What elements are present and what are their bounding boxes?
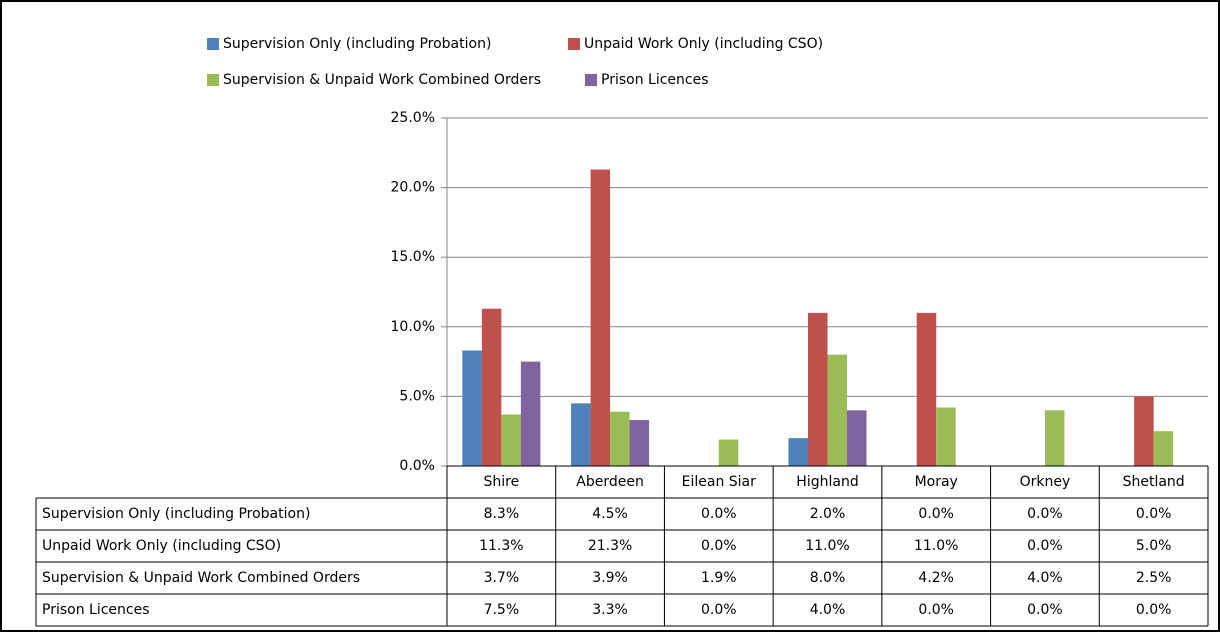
table-cell: 8.3% — [484, 506, 520, 522]
legend-swatch — [585, 74, 597, 86]
legend-swatch — [568, 38, 580, 50]
bar — [501, 414, 521, 466]
bar — [462, 350, 482, 466]
table-row-label: Unpaid Work Only (including CSO) — [42, 538, 281, 554]
table-cell: 4.0% — [1027, 570, 1063, 586]
table-cell: 2.0% — [810, 506, 846, 522]
table-cell: 5.0% — [1136, 538, 1172, 554]
x-tick-label: Orkney — [1020, 474, 1071, 490]
y-tick-label: 5.0% — [399, 388, 435, 404]
bar — [1153, 431, 1174, 466]
bar — [1044, 410, 1065, 466]
bar — [788, 438, 808, 466]
table-cell: 0.0% — [1136, 506, 1172, 522]
table-cell: 0.0% — [701, 602, 737, 618]
table-cell: 0.0% — [1136, 602, 1172, 618]
bar — [571, 403, 591, 466]
table-cell: 0.0% — [1027, 538, 1063, 554]
y-tick-label: 0.0% — [399, 458, 435, 474]
table-row-label: Supervision & Unpaid Work Combined Order… — [42, 570, 360, 586]
legend-label: Supervision Only (including Probation) — [223, 36, 491, 52]
table-cell: 0.0% — [701, 538, 737, 554]
legend-swatch — [207, 38, 219, 50]
table-cell: 4.2% — [918, 570, 954, 586]
bar — [1134, 396, 1154, 466]
x-tick-label: Shetland — [1123, 474, 1185, 490]
bar — [590, 169, 611, 466]
table-cell: 3.9% — [592, 570, 628, 586]
table-cell: 0.0% — [1027, 602, 1063, 618]
bar — [808, 312, 828, 466]
table-cell: 21.3% — [588, 538, 632, 554]
x-tick-label: Eilean Siar — [682, 474, 756, 490]
bar — [936, 407, 956, 466]
table-cell: 0.0% — [918, 602, 954, 618]
table-row-label: Supervision Only (including Probation) — [42, 506, 310, 522]
x-tick-label: Aberdeen — [576, 474, 644, 490]
table-cell: 0.0% — [701, 506, 737, 522]
bar — [916, 312, 937, 466]
legend-swatch — [207, 74, 219, 86]
y-tick-label: 10.0% — [391, 319, 435, 335]
table-cell: 11.0% — [914, 538, 958, 554]
bar — [847, 410, 867, 466]
table-cell: 8.0% — [810, 570, 846, 586]
x-tick-label: Moray — [915, 474, 958, 490]
legend-label: Prison Licences — [601, 72, 709, 88]
table-cell: 2.5% — [1136, 570, 1172, 586]
bar — [827, 354, 847, 466]
legend-label: Supervision & Unpaid Work Combined Order… — [223, 72, 541, 88]
table-cell: 11.0% — [805, 538, 849, 554]
bar — [481, 308, 502, 466]
table-row-label: Prison Licences — [42, 602, 150, 618]
table-cell: 4.0% — [810, 602, 846, 618]
bar — [520, 361, 541, 466]
table-cell: 3.7% — [484, 570, 520, 586]
y-tick-label: 25.0% — [391, 110, 435, 126]
table-cell: 0.0% — [1027, 506, 1063, 522]
table-cell: 0.0% — [918, 506, 954, 522]
table-cell: 3.3% — [592, 602, 628, 618]
bar — [718, 439, 739, 466]
legend-label: Unpaid Work Only (including CSO) — [584, 36, 823, 52]
table-cell: 7.5% — [484, 602, 520, 618]
bar — [629, 420, 650, 466]
x-tick-label: Shire — [483, 474, 519, 490]
x-tick-label: Highland — [796, 474, 858, 490]
y-tick-label: 20.0% — [391, 180, 435, 196]
table-cell: 1.9% — [701, 570, 737, 586]
table-cell: 4.5% — [592, 506, 628, 522]
y-tick-label: 15.0% — [391, 249, 435, 265]
bar — [610, 411, 630, 466]
table-cell: 11.3% — [479, 538, 523, 554]
